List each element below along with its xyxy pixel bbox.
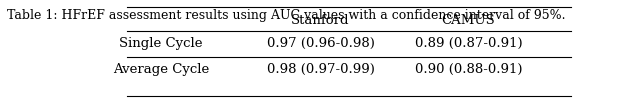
Text: 0.90 (0.88-0.91): 0.90 (0.88-0.91) [415, 63, 522, 76]
Text: Stanford: Stanford [291, 14, 349, 27]
Text: Table 1: HFrEF assessment results using AUC values with a confidence interval of: Table 1: HFrEF assessment results using … [7, 9, 566, 22]
Text: CAMUS: CAMUS [442, 14, 495, 27]
Text: 0.89 (0.87-0.91): 0.89 (0.87-0.91) [415, 37, 522, 50]
Text: 0.98 (0.97-0.99): 0.98 (0.97-0.99) [266, 63, 374, 76]
Text: 0.97 (0.96-0.98): 0.97 (0.96-0.98) [266, 37, 374, 50]
Text: Single Cycle: Single Cycle [119, 37, 203, 50]
Text: Average Cycle: Average Cycle [113, 63, 209, 76]
